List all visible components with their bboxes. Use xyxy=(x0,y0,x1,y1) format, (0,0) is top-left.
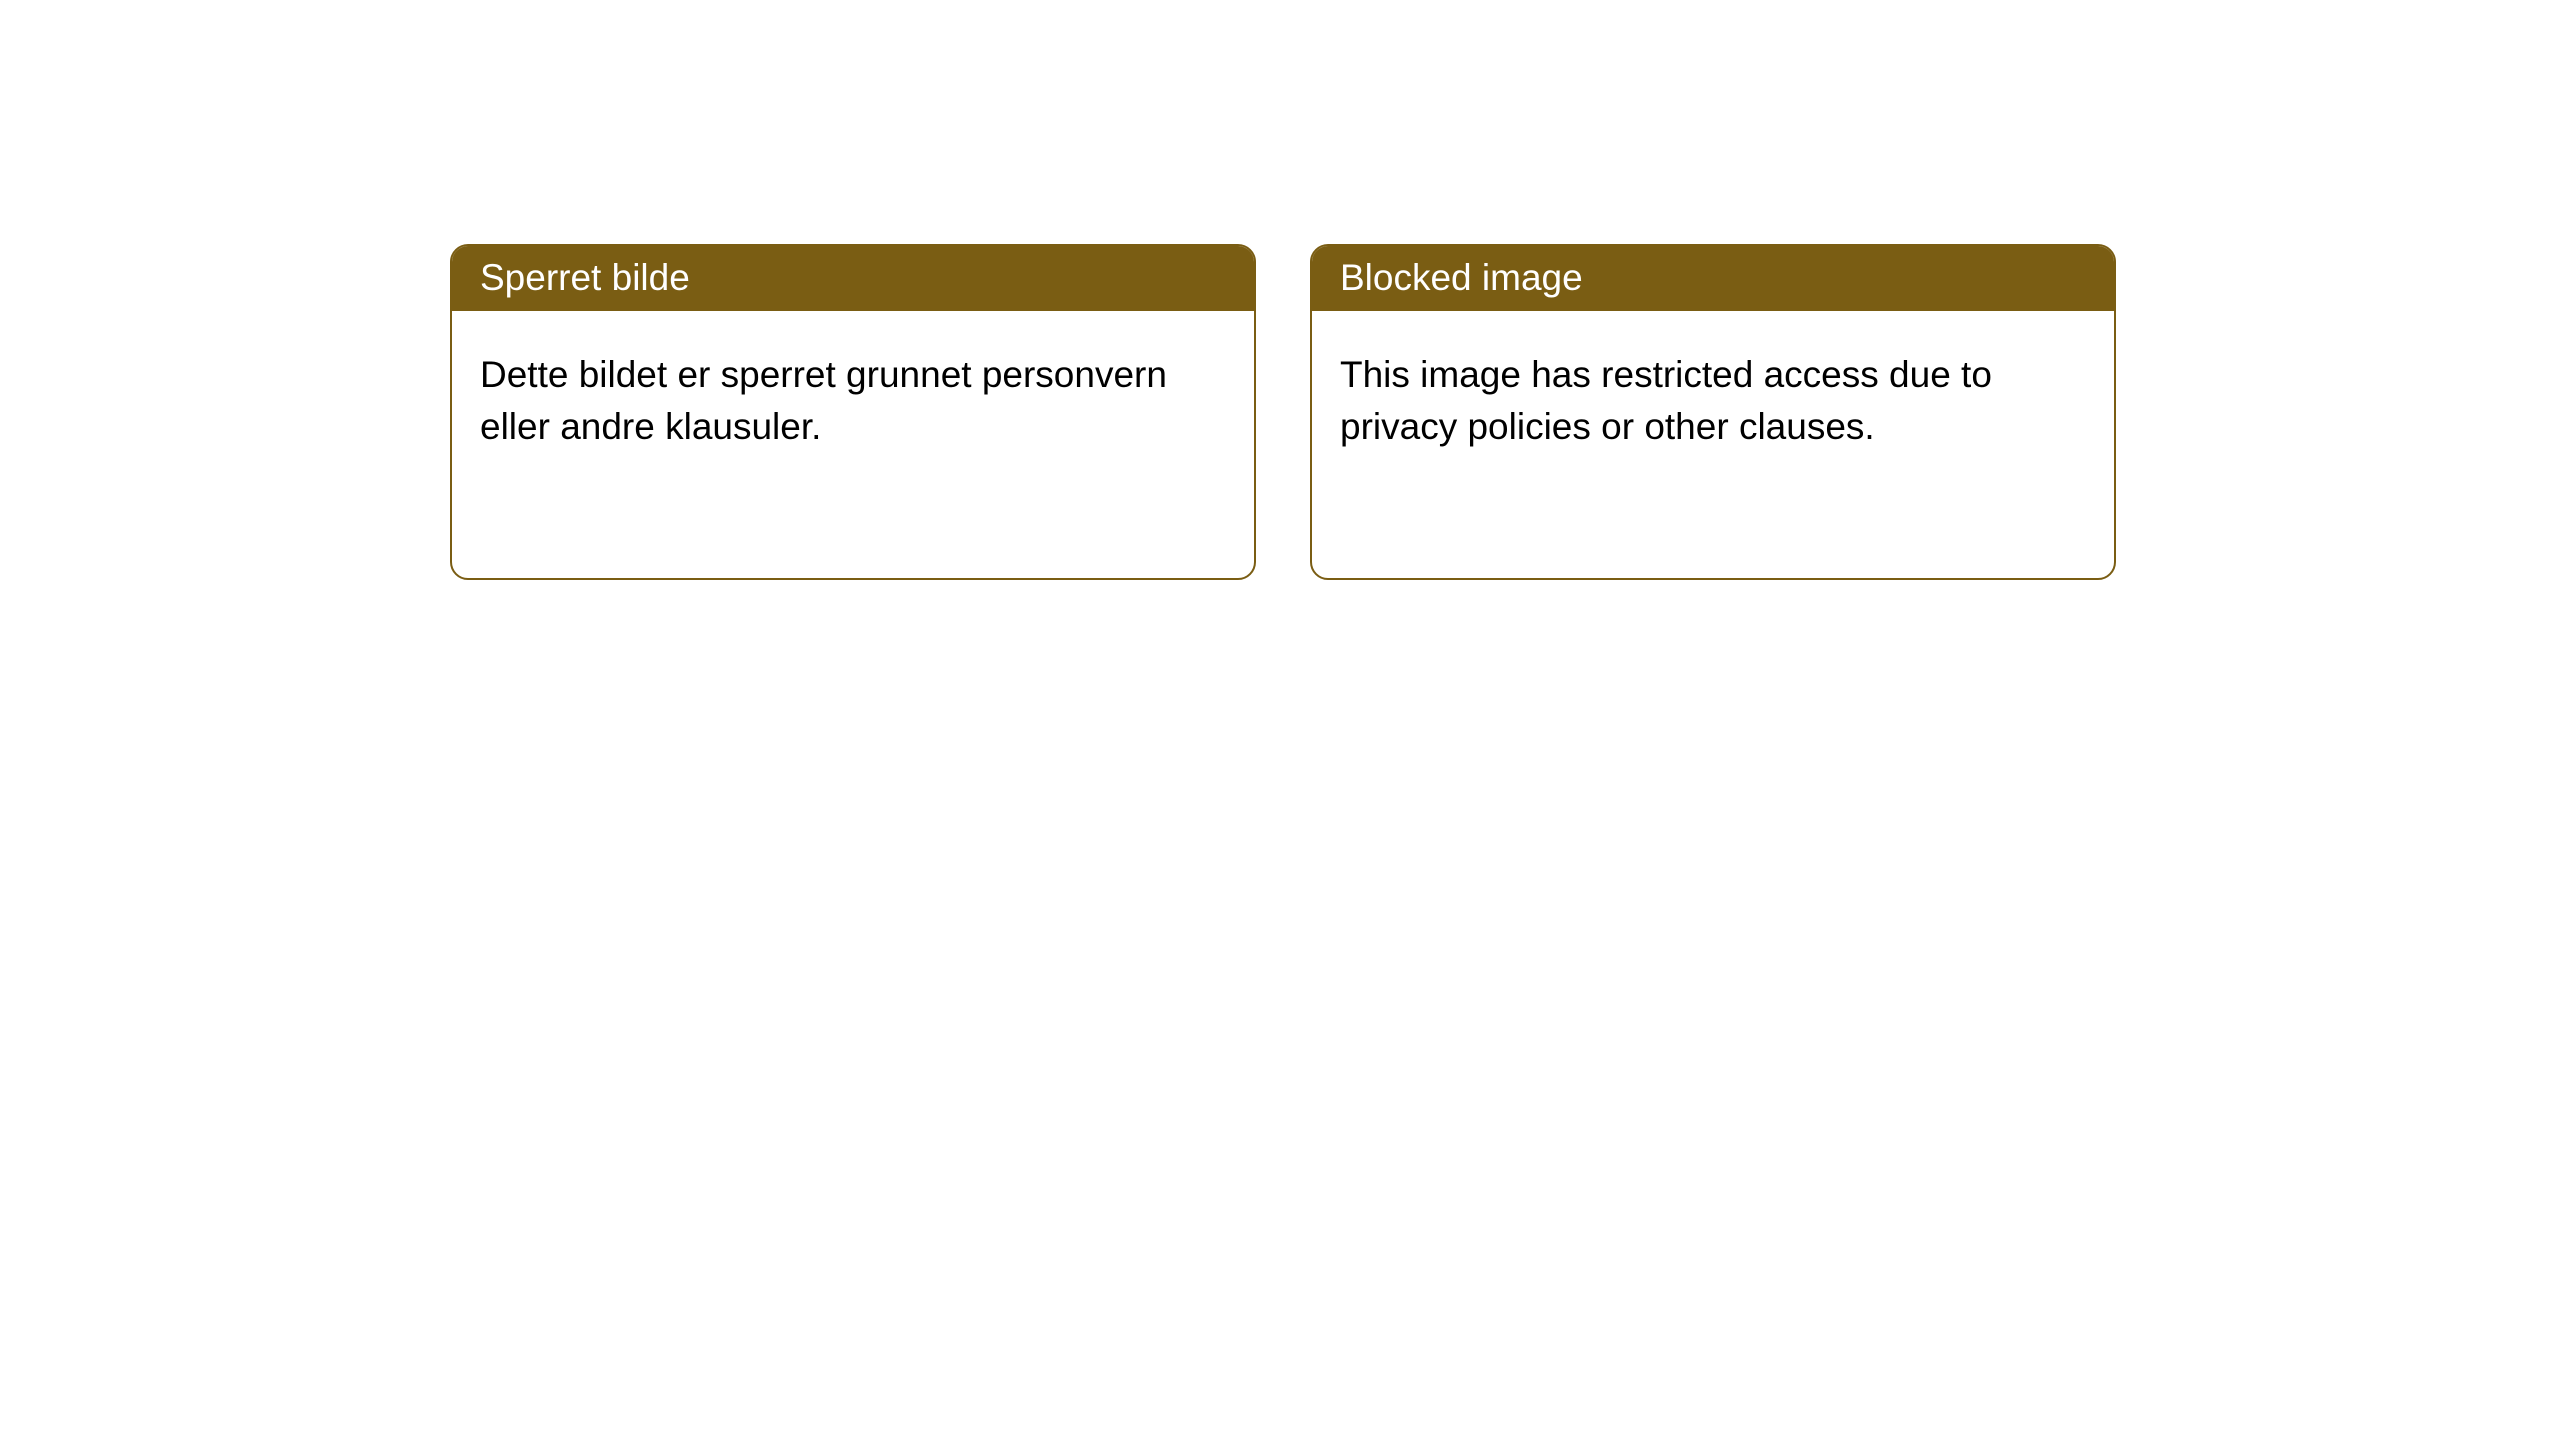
blocked-image-notices: Sperret bilde Dette bildet er sperret gr… xyxy=(450,244,2116,580)
card-header-norwegian: Sperret bilde xyxy=(452,246,1254,311)
blocked-image-card-english: Blocked image This image has restricted … xyxy=(1310,244,2116,580)
card-message: Dette bildet er sperret grunnet personve… xyxy=(480,354,1167,447)
card-title: Sperret bilde xyxy=(480,257,690,298)
card-body-norwegian: Dette bildet er sperret grunnet personve… xyxy=(452,311,1254,491)
card-header-english: Blocked image xyxy=(1312,246,2114,311)
card-body-english: This image has restricted access due to … xyxy=(1312,311,2114,491)
card-title: Blocked image xyxy=(1340,257,1583,298)
card-message: This image has restricted access due to … xyxy=(1340,354,1992,447)
blocked-image-card-norwegian: Sperret bilde Dette bildet er sperret gr… xyxy=(450,244,1256,580)
